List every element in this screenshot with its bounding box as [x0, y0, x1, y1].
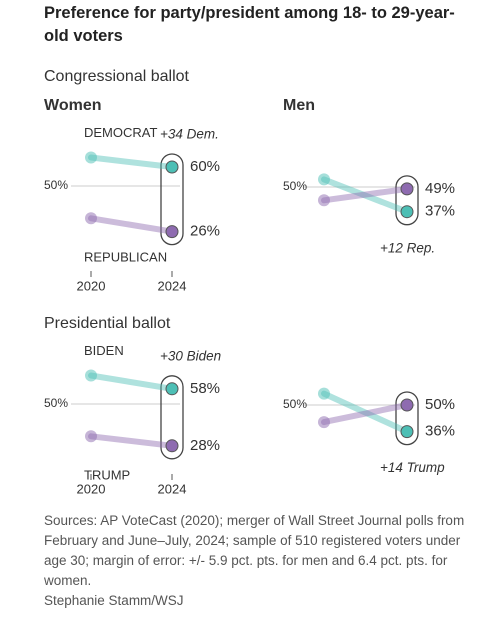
slope-line — [88, 433, 175, 449]
point — [400, 205, 414, 219]
point — [85, 151, 97, 164]
y-tick-label: 50% — [283, 397, 307, 411]
value-label: 50% — [425, 396, 455, 413]
annotation: +30 Biden — [160, 348, 221, 363]
point — [318, 416, 330, 429]
y-tick-label: 50% — [44, 396, 68, 410]
slope-line — [321, 390, 410, 435]
bracket — [160, 375, 184, 460]
point — [165, 439, 179, 453]
title: Preference for party/president among 18-… — [44, 4, 455, 45]
section-heading: Congressional ballot — [44, 68, 190, 85]
point — [400, 425, 414, 439]
panel-heading: Men — [283, 97, 315, 114]
chart: Congressional ballot Presidential ballot… — [44, 68, 455, 496]
series-label: BIDEN — [84, 343, 124, 358]
section-heading: Presidential ballot — [44, 315, 171, 332]
series-label: DEMOCRAT — [84, 125, 157, 140]
panel-heading: Women — [44, 97, 101, 114]
x-tick-label: 2020 — [77, 481, 106, 496]
value-label: 58% — [190, 380, 220, 397]
x-tick-label: 2024 — [158, 278, 187, 293]
series-label: TRUMP — [84, 468, 130, 483]
bracket — [395, 391, 419, 446]
slope-line — [321, 185, 410, 204]
credit: Stephanie Stamm/WSJ — [44, 593, 184, 608]
point — [165, 225, 179, 239]
slope-line — [321, 402, 410, 426]
point — [165, 160, 179, 174]
value-label: 49% — [425, 180, 455, 197]
y-tick-label: 50% — [44, 178, 68, 192]
value-label: 60% — [190, 158, 220, 175]
point — [318, 173, 330, 186]
annotation: +14 Trump — [380, 460, 445, 475]
annotation: +34 Dem. — [160, 127, 219, 142]
point — [318, 194, 330, 207]
point — [85, 369, 97, 382]
point — [165, 382, 179, 396]
bracket — [160, 153, 184, 246]
annotation: +12 Rep. — [380, 240, 435, 255]
value-label: 26% — [190, 223, 220, 240]
point — [85, 212, 97, 225]
bracket — [395, 175, 419, 226]
slope-line — [88, 215, 175, 235]
point — [85, 430, 97, 443]
y-tick-label: 50% — [283, 179, 307, 193]
sources: Sources: AP VoteCast (2020); merger of W… — [44, 511, 474, 611]
series-label: REPUBLICAN — [84, 250, 167, 265]
slope-line — [88, 372, 175, 392]
slope-line — [88, 154, 175, 170]
value-label: 28% — [190, 437, 220, 454]
point — [318, 387, 330, 400]
value-label: 37% — [425, 203, 455, 220]
point — [400, 398, 414, 412]
slope-line — [321, 176, 410, 215]
sources-text: Sources: AP VoteCast (2020); merger of W… — [44, 513, 465, 588]
x-tick-label: 2024 — [158, 481, 187, 496]
value-label: 36% — [425, 423, 455, 440]
point — [400, 182, 414, 196]
x-tick-label: 2020 — [77, 278, 106, 293]
